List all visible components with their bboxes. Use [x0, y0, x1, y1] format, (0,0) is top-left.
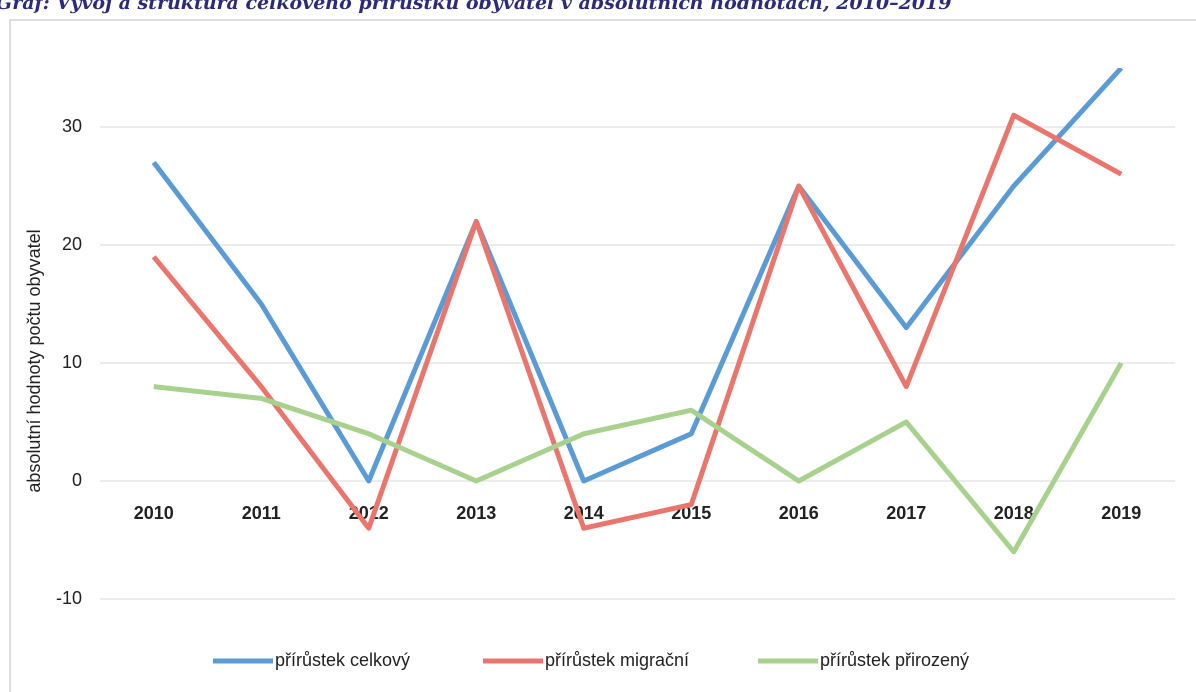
y-tick-label: -10 [56, 588, 82, 608]
plot-area [151, 68, 1124, 555]
y-tick-label: 30 [62, 116, 82, 136]
x-tick-label: 2010 [134, 503, 174, 523]
series-line [153, 361, 1124, 555]
x-tick-label: 2011 [242, 503, 281, 523]
legend-label: přírůstek přirozený [820, 650, 969, 670]
y-tick-label: 0 [72, 470, 82, 490]
x-tick-label: 2017 [886, 503, 926, 523]
chart-title: Graf: Vývoj a struktura celkového přírůs… [0, 0, 952, 14]
x-tick-label: 2013 [456, 503, 496, 523]
legend-label: přírůstek celkový [275, 650, 410, 670]
chart-frame [9, 19, 1196, 692]
x-tick-label: 2018 [994, 503, 1034, 523]
x-tick-label: 2014 [564, 503, 604, 523]
series-line [151, 68, 1124, 484]
y-tick-label: 20 [62, 234, 82, 254]
x-tick-label: 2016 [779, 503, 819, 523]
x-tick-label: 2019 [1101, 503, 1141, 523]
y-tick-label: 10 [62, 352, 82, 372]
legend-label: přírůstek migrační [545, 650, 689, 670]
y-axis-label: absolutní hodnoty počtu obyvatel [24, 229, 44, 492]
series-line [151, 112, 1123, 531]
